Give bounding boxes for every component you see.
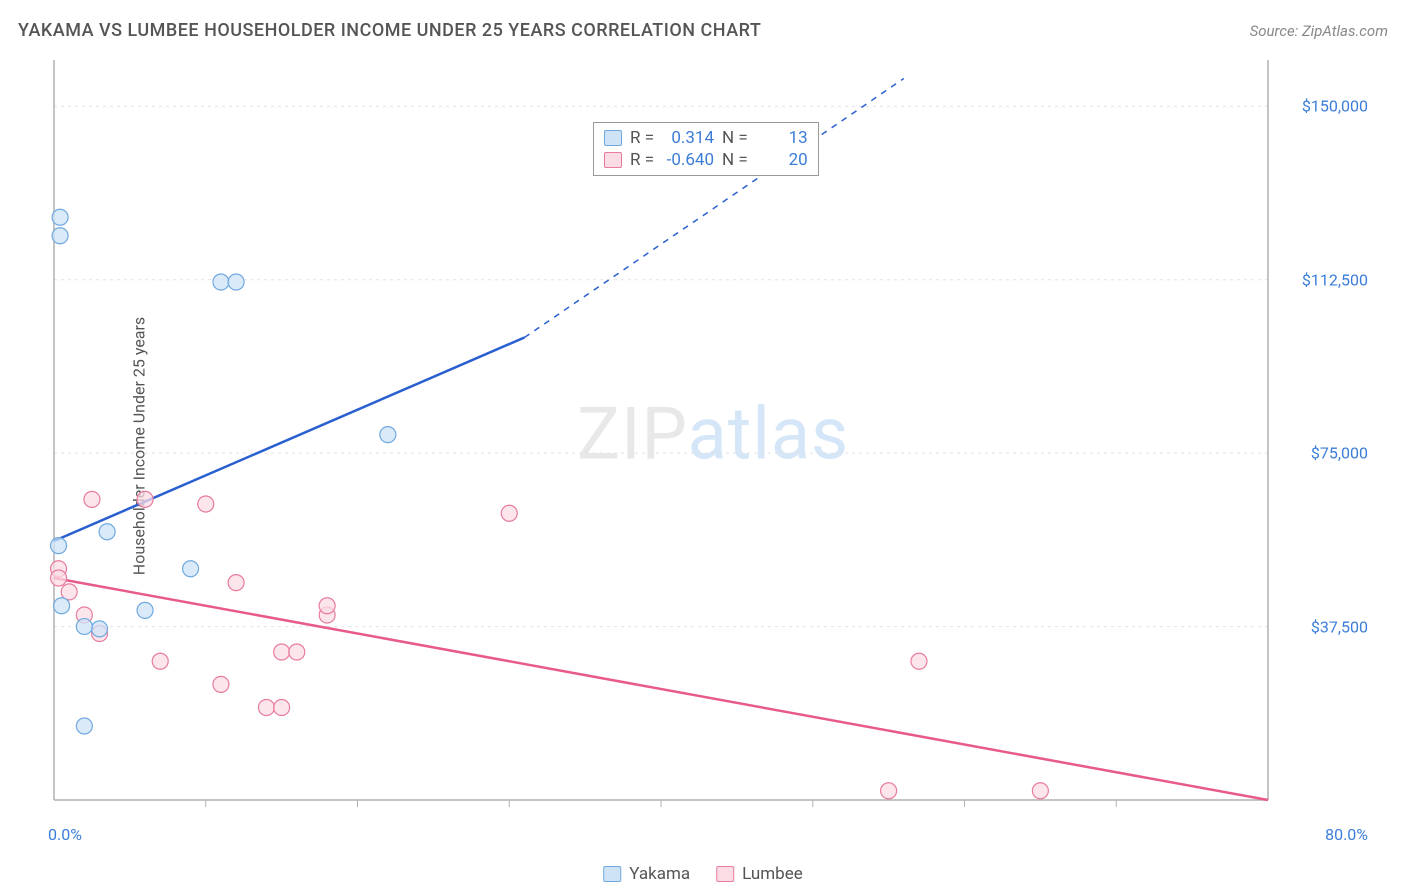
swatch-yakama [603,866,621,882]
r-label: R = [630,150,654,170]
legend-label-yakama: Yakama [629,864,690,884]
legend-item-lumbee: Lumbee [716,864,803,884]
swatch-yakama [604,130,622,146]
r-value-lumbee: -0.640 [662,150,714,170]
stats-legend: R = 0.314 N = 13 R = -0.640 N = 20 [593,122,819,176]
chart-header: YAKAMA VS LUMBEE HOUSEHOLDER INCOME UNDE… [18,20,1388,41]
x-axis-max: 80.0% [1325,825,1368,844]
n-label: N = [722,150,748,170]
x-axis-min: 0.0% [48,825,82,844]
y-tick-label: $37,500 [1311,617,1368,636]
n-value-lumbee: 20 [756,150,808,170]
n-label: N = [722,128,748,148]
y-tick-label: $150,000 [1302,97,1368,116]
swatch-lumbee [604,152,622,168]
bottom-legend: Yakama Lumbee [603,864,803,884]
y-tick-label: $75,000 [1311,444,1368,463]
n-value-yakama: 13 [756,128,808,148]
y-tick-label: $112,500 [1302,270,1368,289]
swatch-lumbee [716,866,734,882]
legend-label-lumbee: Lumbee [742,864,803,884]
r-value-yakama: 0.314 [662,128,714,148]
chart-svg [48,60,1378,840]
legend-item-yakama: Yakama [603,864,690,884]
stats-row-yakama: R = 0.314 N = 13 [604,127,808,149]
chart-title: YAKAMA VS LUMBEE HOUSEHOLDER INCOME UNDE… [18,20,761,41]
stats-row-lumbee: R = -0.640 N = 20 [604,149,808,171]
chart-plot-area: ZIPatlas R = 0.314 N = 13 R = -0.640 N =… [48,60,1378,840]
chart-source: Source: ZipAtlas.com [1250,22,1388,40]
r-label: R = [630,128,654,148]
